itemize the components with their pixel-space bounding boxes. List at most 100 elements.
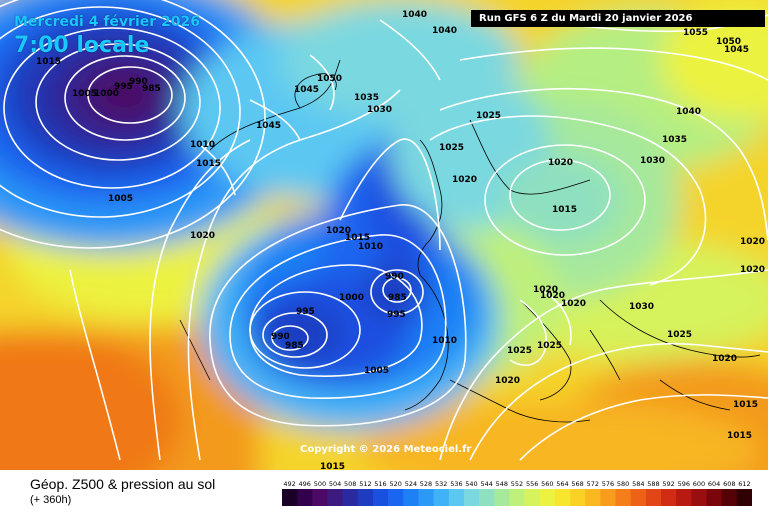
scale-label: 548 bbox=[496, 480, 508, 488]
isobar-label: 1035 bbox=[662, 135, 687, 145]
isobar-label: 995 bbox=[387, 310, 406, 320]
isobar-label: 1020 bbox=[540, 291, 565, 301]
isobar-label: 1015 bbox=[727, 431, 752, 441]
scale-swatch bbox=[600, 489, 616, 506]
isobar-label: 990 bbox=[271, 332, 290, 342]
z500-field bbox=[0, 0, 768, 470]
isobar-label: 1040 bbox=[402, 10, 427, 20]
scale-label: 564 bbox=[556, 480, 568, 488]
isobar-label: 1030 bbox=[640, 156, 665, 166]
isobar-label: 1055 bbox=[683, 28, 708, 38]
scale-swatch bbox=[524, 489, 541, 506]
scale-label: 584 bbox=[632, 480, 644, 488]
scale-label: 560 bbox=[541, 480, 553, 488]
scale-label: 500 bbox=[314, 480, 326, 488]
isobar-label: 1000 bbox=[339, 293, 364, 303]
isobar-label: 1045 bbox=[256, 121, 281, 131]
isobar-label: 1030 bbox=[367, 105, 392, 115]
color-scale-legend: 492 496 500 504 508 512 516 520 524 528 532 536 540 5… bbox=[282, 480, 752, 506]
isobar-label: 1010 bbox=[432, 336, 457, 346]
scale-swatch bbox=[373, 489, 389, 506]
isobar-label: 990 bbox=[129, 77, 148, 87]
isobar-label: 995 bbox=[296, 307, 315, 317]
scale-swatch bbox=[570, 489, 586, 506]
scale-swatch bbox=[554, 489, 571, 506]
scale-swatch bbox=[388, 489, 404, 506]
scale-swatch bbox=[630, 489, 647, 506]
isobar-label: 1025 bbox=[537, 341, 562, 351]
isobar-label: 1020 bbox=[533, 285, 558, 295]
scale-swatch bbox=[676, 489, 692, 506]
isobar-label: 995 bbox=[114, 82, 133, 92]
run-info: Run GFS 6 Z du Mardi 20 janvier 2026 bbox=[471, 10, 765, 27]
scale-label: 544 bbox=[480, 480, 492, 488]
forecast-range: (+ 360h) bbox=[30, 494, 72, 506]
isobar-label: 1005 bbox=[72, 89, 97, 99]
scale-label: 556 bbox=[526, 480, 538, 488]
scale-swatch bbox=[509, 489, 525, 506]
scale-label: 604 bbox=[708, 480, 720, 488]
scale-label: 528 bbox=[420, 480, 432, 488]
scale-label: 496 bbox=[298, 480, 310, 488]
isobar-label: 1015 bbox=[196, 159, 221, 169]
isobar-label: 985 bbox=[142, 84, 161, 94]
scale-swatch bbox=[691, 489, 707, 506]
scale-swatch bbox=[721, 489, 738, 506]
forecast-date: Mercredi 4 février 2026 bbox=[14, 14, 200, 30]
isobar-label: 1045 bbox=[294, 85, 319, 95]
isobar-label: 1020 bbox=[548, 158, 573, 168]
scale-swatch bbox=[539, 489, 556, 506]
scale-swatch bbox=[282, 489, 298, 506]
isobar-label: 1020 bbox=[326, 226, 351, 236]
isobar-label: 985 bbox=[285, 341, 304, 351]
scale-swatch bbox=[403, 489, 419, 506]
isobar-label: 1050 bbox=[317, 74, 342, 84]
scale-swatch bbox=[479, 489, 495, 506]
isobar-label: 1030 bbox=[629, 302, 654, 312]
isobar-label: 1015 bbox=[345, 233, 370, 243]
scale-label: 524 bbox=[405, 480, 417, 488]
scale-label: 592 bbox=[662, 480, 674, 488]
isobar-label: 1025 bbox=[507, 346, 532, 356]
isobar-label: 1020 bbox=[740, 265, 765, 275]
isobar-label: 1045 bbox=[724, 45, 749, 55]
isobar-label: 1005 bbox=[364, 366, 389, 376]
scale-label: 572 bbox=[587, 480, 599, 488]
scale-label: 540 bbox=[465, 480, 477, 488]
pressure-geopotential-map: 1005 1000 995 990 985 1015 1010 1015 100… bbox=[0, 0, 768, 470]
scale-swatch bbox=[736, 489, 752, 506]
scale-swatch bbox=[661, 489, 677, 506]
scale-label: 504 bbox=[329, 480, 341, 488]
scale-label: 576 bbox=[602, 480, 614, 488]
isobar-label: 1015 bbox=[733, 400, 758, 410]
scale-swatch bbox=[585, 489, 601, 506]
scale-label: 508 bbox=[344, 480, 356, 488]
scale-swatch bbox=[418, 489, 434, 506]
scale-label: 568 bbox=[571, 480, 583, 488]
scale-swatch bbox=[297, 489, 313, 506]
isobar-label: 1010 bbox=[190, 140, 215, 150]
isobar-label: 1020 bbox=[740, 237, 765, 247]
isobar-label: 1015 bbox=[320, 462, 345, 470]
scale-label: 536 bbox=[450, 480, 462, 488]
isobar-label: 1020 bbox=[495, 376, 520, 386]
isobar-label: 985 bbox=[388, 293, 407, 303]
scale-label: 580 bbox=[617, 480, 629, 488]
scale-label: 612 bbox=[738, 480, 750, 488]
isobar-lines bbox=[0, 0, 768, 460]
scale-label: 588 bbox=[647, 480, 659, 488]
isobar-label: 1025 bbox=[439, 143, 464, 153]
scale-swatch bbox=[342, 489, 359, 506]
scale-swatch bbox=[433, 489, 450, 506]
isobar-label: 1020 bbox=[452, 175, 477, 185]
copyright: Copyright © 2026 Meteociel.fr bbox=[300, 444, 472, 455]
scale-swatch bbox=[645, 489, 662, 506]
isobar-label: 1040 bbox=[676, 107, 701, 117]
isobar-label: 1025 bbox=[476, 111, 501, 121]
scale-swatch bbox=[463, 489, 480, 506]
scale-swatch bbox=[312, 489, 328, 506]
scale-label: 532 bbox=[435, 480, 447, 488]
scale-label: 552 bbox=[511, 480, 523, 488]
scale-swatch bbox=[327, 489, 343, 506]
scale-swatch bbox=[494, 489, 510, 506]
